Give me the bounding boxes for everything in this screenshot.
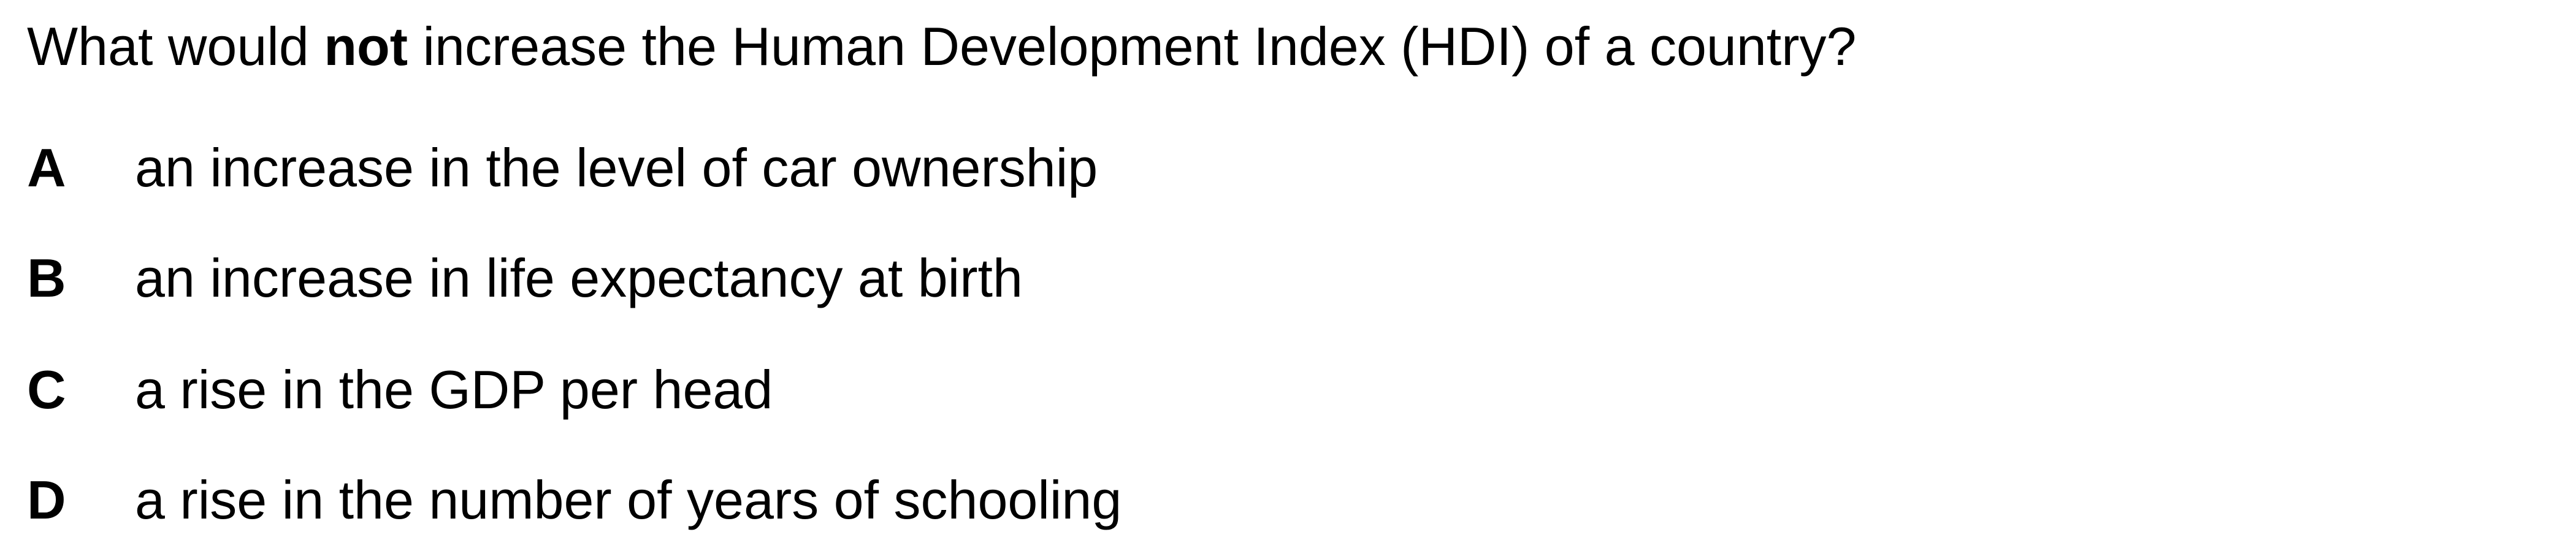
option-letter: D	[27, 470, 66, 530]
option-text: a rise in the number of years of schooli…	[135, 470, 1122, 530]
option-text: a rise in the GDP per head	[135, 359, 773, 420]
option-letter: C	[27, 359, 66, 420]
question-text: What would not increase the Human Develo…	[27, 12, 1857, 81]
option-letter: B	[27, 248, 66, 308]
question-text-end: increase the Human Development Index (HD…	[408, 16, 1857, 77]
question-emphasis: not	[324, 16, 408, 77]
option-text: an increase in life expectancy at birth	[135, 248, 1023, 308]
question-text-start: What would	[27, 16, 324, 77]
option-text: an increase in the level of car ownershi…	[135, 137, 1098, 198]
option-letter: A	[27, 137, 66, 198]
